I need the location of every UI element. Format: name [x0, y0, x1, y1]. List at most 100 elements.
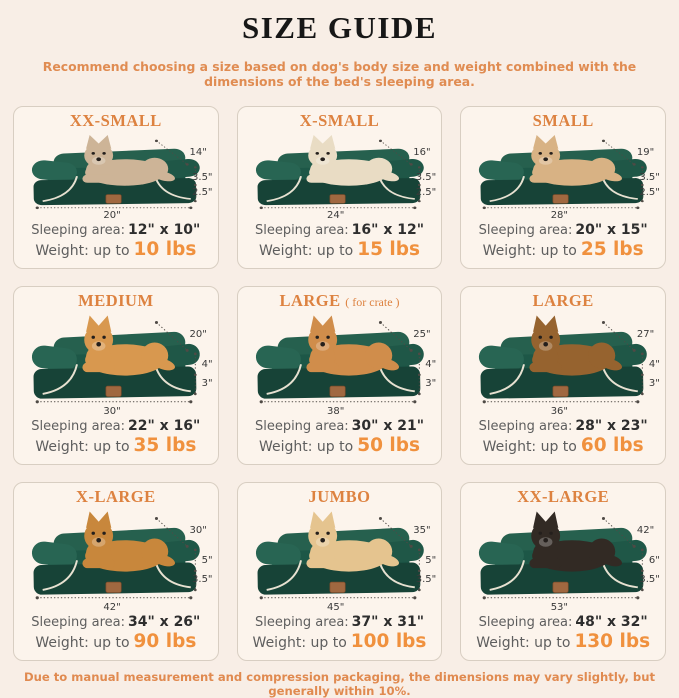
size-card-large-crate: LARGE ( for crate ) 25" 4" 3" 38" Sleepi… — [236, 286, 443, 465]
weight-label: Weight: up to — [35, 242, 130, 259]
weight-line: Weight: up to 50 lbs — [259, 435, 420, 457]
dimension-base-height-label: 3.5" — [415, 573, 437, 585]
size-card-xx-small: XX-SMALL 14" 3.5" 2.5" 20" Sleeping area… — [13, 106, 219, 269]
sleeping-area-label: Sleeping area: — [478, 222, 573, 238]
sleeping-area-value: 48" x 32" — [575, 613, 648, 630]
dimension-base-height-label: 3.5" — [192, 573, 213, 585]
size-card-small: SMALL 19" 3.5" 2.5" 28" Sleeping area: 20… — [460, 106, 666, 269]
pet-icon — [82, 511, 176, 571]
dimension-depth-label: 25" — [413, 329, 431, 341]
weight-line: Weight: up to 90 lbs — [35, 631, 196, 653]
sleeping-area-line: Sleeping area: 48" x 32" — [479, 614, 648, 630]
size-name: X-SMALL — [299, 111, 380, 130]
page-title: SIZE GUIDE — [241, 10, 438, 45]
pet-icon — [82, 135, 176, 186]
sleeping-area-value: 16" x 12" — [351, 221, 425, 238]
weight-line: Weight: up to 25 lbs — [483, 239, 644, 261]
weight-label: Weight: up to — [476, 634, 571, 651]
dimension-bolster-height-label: 3.5" — [415, 171, 437, 183]
dimension-depth-label: 42" — [636, 525, 655, 537]
dimension-depth-label: 19" — [636, 146, 655, 158]
size-card-title: X-SMALL — [299, 111, 380, 131]
dimension-base-height-label: 3" — [425, 377, 437, 389]
weight-value: 25 lbs — [580, 238, 644, 260]
dimension-width-label: 42" — [103, 601, 121, 613]
sleeping-area-line: Sleeping area: 37" x 31" — [255, 614, 424, 630]
size-card-title: MEDIUM — [78, 291, 154, 311]
dimension-width-label: 45" — [327, 601, 345, 613]
weight-label: Weight: up to — [252, 634, 347, 651]
pet-icon — [82, 315, 176, 375]
sleeping-area-label: Sleeping area: — [478, 418, 573, 434]
sleeping-area-value: 12" x 10" — [128, 221, 201, 238]
weight-value: 130 lbs — [574, 630, 651, 652]
dimension-bolster-height-label: 4" — [648, 359, 660, 371]
dimension-bolster-height-label: 3.5" — [192, 171, 213, 183]
dog-bed-icon — [245, 312, 435, 415]
sleeping-area-label: Sleeping area: — [478, 614, 573, 630]
weight-line: Weight: up to 10 lbs — [35, 239, 196, 261]
dimension-bolster-height-label: 6" — [648, 555, 660, 567]
size-card-title: SMALL — [533, 111, 594, 131]
pet-icon — [306, 315, 400, 375]
size-name: LARGE — [279, 291, 341, 310]
dimension-bolster-height-label: 4" — [425, 359, 437, 371]
sleeping-area-line: Sleeping area: 30" x 21" — [255, 418, 424, 434]
dimension-width-label: 53" — [550, 601, 569, 613]
dimension-width-label: 20" — [103, 209, 121, 221]
sleeping-area-value: 37" x 31" — [351, 613, 425, 630]
size-card-title: X-LARGE — [76, 487, 156, 507]
size-card-title: XX-SMALL — [70, 111, 162, 131]
dog-bed-icon — [21, 132, 211, 219]
dimension-base-height-label: 3.5" — [639, 573, 660, 585]
sleeping-area-value: 34" x 26" — [128, 613, 201, 630]
size-name: JUMBO — [308, 487, 371, 506]
dimension-width-label: 36" — [550, 405, 569, 417]
weight-value: 35 lbs — [133, 434, 197, 456]
pet-icon — [530, 511, 624, 571]
page-subtitle: Recommend choosing a size based on dog's… — [42, 59, 637, 89]
sleeping-area-label: Sleeping area: — [254, 614, 349, 630]
pet-icon — [306, 135, 400, 186]
sleeping-area-line: Sleeping area: 34" x 26" — [31, 614, 200, 630]
sleeping-area-label: Sleeping area: — [31, 222, 126, 238]
bed-illustration: 16" 3.5" 2.5" 24" — [245, 132, 437, 221]
dimension-bolster-height-label: 4" — [201, 359, 213, 371]
sleeping-area-line: Sleeping area: 16" x 12" — [255, 222, 424, 238]
dimension-base-height-label: 2.5" — [639, 187, 660, 199]
size-card-title: JUMBO — [308, 487, 371, 507]
dimension-bolster-height-label: 5" — [425, 555, 437, 567]
dimension-depth-label: 20" — [189, 329, 207, 341]
weight-value: 50 lbs — [357, 434, 420, 456]
sleeping-area-value: 22" x 16" — [128, 417, 201, 434]
weight-line: Weight: up to 15 lbs — [259, 239, 420, 261]
size-card-medium: MEDIUM 20" 4" 3" 30" Sleeping area: 22" x… — [13, 286, 219, 465]
size-card-large: LARGE 27" 4" 3" 36" Sleeping area: 28" x … — [460, 286, 666, 465]
size-name: MEDIUM — [78, 291, 154, 310]
weight-label: Weight: up to — [482, 242, 577, 259]
size-card-jumbo: JUMBO 35" 5" 3.5" 45" Sleeping area: 37" … — [236, 482, 443, 661]
dog-bed-icon — [245, 132, 435, 219]
sleeping-area-value: 20" x 15" — [575, 221, 648, 238]
dimension-bolster-height-label: 3.5" — [639, 171, 660, 183]
dimension-depth-label: 16" — [413, 146, 431, 158]
sleeping-area-value: 28" x 23" — [575, 417, 648, 434]
weight-value: 15 lbs — [357, 238, 420, 260]
size-name: LARGE — [532, 291, 594, 310]
dimension-width-label: 24" — [327, 209, 345, 221]
measurement-disclaimer: Due to manual measurement and compressio… — [23, 670, 656, 698]
bed-illustration: 25" 4" 3" 38" — [245, 312, 437, 416]
bed-illustration: 19" 3.5" 2.5" 28" — [468, 132, 660, 220]
weight-label: Weight: up to — [35, 438, 130, 455]
bed-illustration: 27" 4" 3" 36" — [468, 312, 660, 417]
size-name: XX-LARGE — [517, 487, 610, 506]
bed-illustration: 30" 5" 3.5" 42" — [21, 508, 213, 613]
dog-bed-icon — [468, 508, 658, 611]
weight-line: Weight: up to 100 lbs — [253, 631, 427, 653]
weight-value: 90 lbs — [133, 630, 197, 652]
size-guide-grid: XX-SMALL 14" 3.5" 2.5" 20" Sleeping area… — [13, 106, 666, 661]
dimension-base-height-label: 2.5" — [415, 187, 437, 199]
dimension-depth-label: 30" — [189, 525, 207, 537]
sleeping-area-value: 30" x 21" — [351, 417, 425, 434]
bed-illustration: 20" 4" 3" 30" — [21, 312, 213, 416]
